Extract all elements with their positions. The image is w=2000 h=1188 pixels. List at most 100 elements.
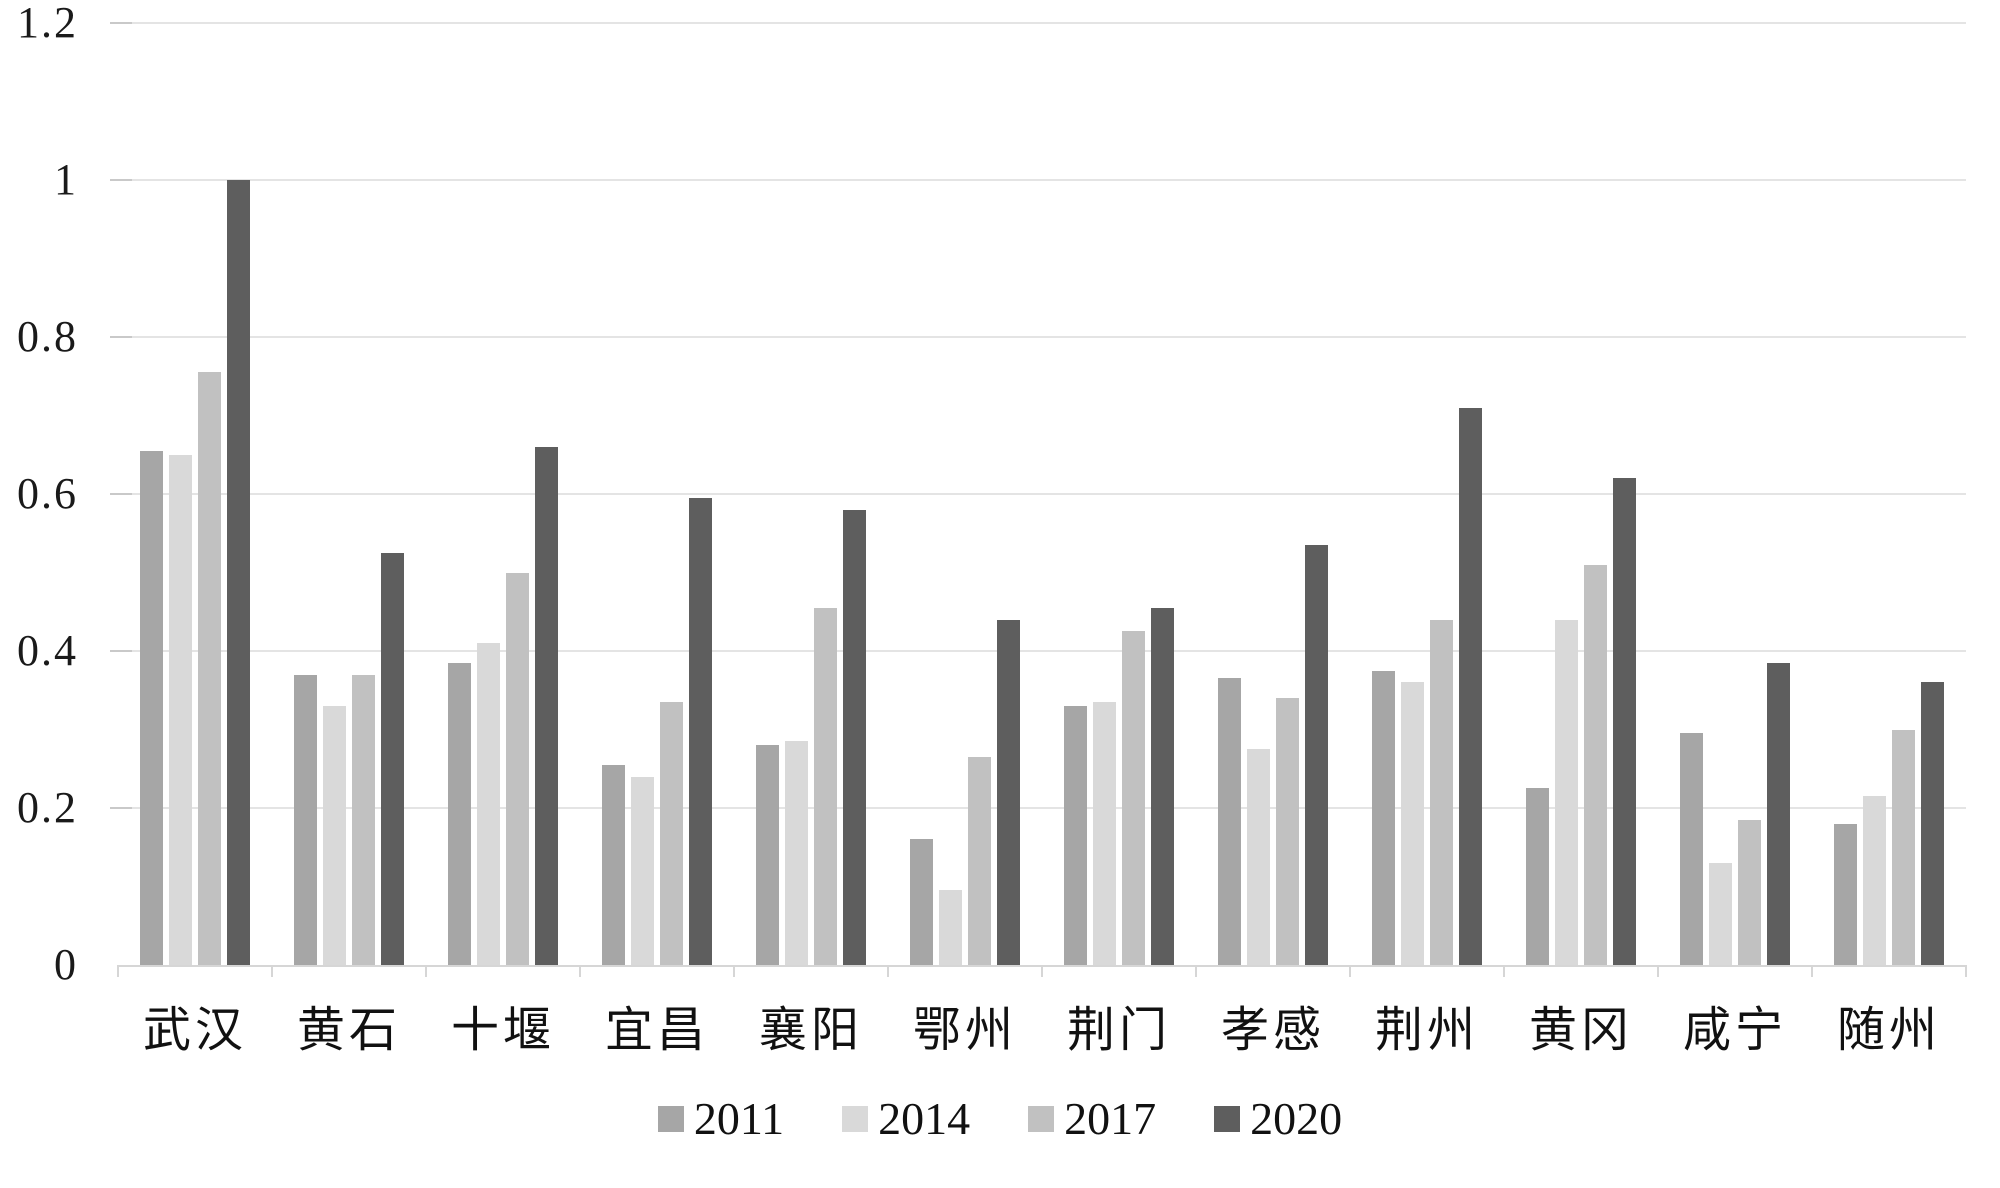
y-axis-tick-mark: [110, 493, 132, 495]
x-tick-label-咸宁: 咸宁: [1682, 1004, 1787, 1057]
legend-item-2020: 2020: [1214, 1096, 1342, 1142]
bar-孝感-2020: [1305, 545, 1328, 965]
x-tick-label-孝感: 孝感: [1220, 1004, 1325, 1057]
bar-黄石-2011: [294, 674, 317, 965]
bar-十堰-2014: [477, 643, 500, 965]
gridline: [110, 22, 1966, 24]
x-tick-label-黄石: 黄石: [296, 1004, 401, 1057]
bar-十堰-2020: [535, 446, 558, 965]
bar-随州-2014: [1863, 796, 1886, 965]
bar-十堰-2011: [448, 662, 471, 965]
x-axis-tick-mark: [424, 965, 427, 977]
y-axis-tick-mark: [110, 179, 132, 181]
bar-咸宁-2011: [1680, 733, 1703, 965]
y-axis-tick-mark: [110, 22, 132, 24]
plot-area: [110, 22, 1967, 977]
bar-武汉-2011: [140, 450, 163, 965]
legend-label: 2014: [878, 1093, 971, 1144]
legend-swatch-icon: [657, 1106, 684, 1132]
bar-黄石-2014: [323, 705, 346, 965]
x-tick-label-襄阳: 襄阳: [758, 1004, 863, 1057]
legend-item-2014: 2014: [842, 1096, 970, 1142]
x-axis-tick-mark: [1810, 965, 1813, 977]
x-axis-tick-mark: [1657, 965, 1659, 977]
bar-襄阳-2014: [785, 741, 808, 965]
bar-group-十堰: [426, 23, 580, 965]
y-axis-tick-mark: [110, 650, 132, 653]
bar-咸宁-2020: [1767, 662, 1790, 965]
y-tick-label: 0.2: [17, 783, 78, 833]
x-tick-label-武汉: 武汉: [142, 1004, 247, 1057]
y-axis-tick-mark: [110, 336, 132, 339]
x-axis-tick-mark: [579, 965, 581, 977]
bar-孝感-2011: [1218, 678, 1241, 965]
x-tick-label-随州: 随州: [1836, 1004, 1941, 1057]
bar-黄冈-2020: [1613, 478, 1636, 965]
bar-武汉-2014: [169, 454, 192, 965]
bar-咸宁-2017: [1738, 819, 1761, 965]
y-tick-label: 0.8: [17, 312, 78, 362]
bar-荆门-2014: [1093, 702, 1116, 965]
bar-襄阳-2017: [814, 607, 837, 965]
bar-宜昌-2017: [660, 702, 683, 965]
bar-鄂州-2014: [939, 890, 962, 965]
y-tick-label: 0: [54, 940, 78, 989]
x-axis-tick-mark: [117, 965, 119, 977]
bar-group-宜昌: [580, 23, 734, 965]
legend-item-2011: 2011: [657, 1096, 784, 1142]
legend-label: 2017: [1064, 1093, 1157, 1144]
y-axis-labels: 0 0.2 0.4 0.6 0.8 1 1.2: [0, 1, 118, 987]
x-axis-labels: 武汉 黄石 十堰 宜昌 襄阳 鄂州 荆门 孝感 荆州 黄冈 咸宁 随州: [118, 990, 1966, 1060]
gridline: [110, 179, 1966, 181]
bar-鄂州-2011: [910, 839, 933, 965]
legend: 2011 2014 2017 2020: [0, 1096, 2000, 1142]
bar-group-咸宁: [1658, 23, 1812, 965]
bar-黄冈-2017: [1584, 564, 1607, 965]
bar-孝感-2017: [1276, 698, 1299, 965]
bar-宜昌-2014: [631, 776, 654, 965]
bar-荆州-2020: [1459, 407, 1482, 965]
bar-group-黄石: [272, 23, 426, 965]
bar-group-黄冈: [1504, 23, 1658, 965]
y-tick-label: 1: [54, 155, 78, 204]
bar-武汉-2017: [198, 372, 221, 965]
gridline: [110, 807, 1966, 810]
bar-咸宁-2014: [1709, 862, 1732, 965]
bar-group-武汉: [118, 23, 272, 965]
bar-荆门-2017: [1122, 631, 1145, 965]
bar-十堰-2017: [506, 572, 529, 965]
x-tick-label-黄冈: 黄冈: [1528, 1004, 1633, 1057]
y-tick-label: 1.2: [17, 0, 78, 47]
legend-swatch-icon: [1028, 1106, 1055, 1132]
legend-swatch-icon: [1214, 1106, 1241, 1132]
bar-group-鄂州: [888, 23, 1042, 965]
y-tick-label: 0.4: [17, 626, 78, 676]
bar-孝感-2014: [1247, 749, 1270, 965]
y-tick-label: 0.6: [17, 469, 78, 518]
bar-group-荆州: [1350, 23, 1504, 965]
legend-label: 2020: [1250, 1093, 1343, 1144]
bar-随州-2020: [1921, 682, 1944, 965]
bar-襄阳-2020: [843, 509, 866, 965]
bar-宜昌-2011: [602, 764, 625, 965]
bar-group-随州: [1812, 23, 1966, 965]
x-axis-tick-mark: [1195, 965, 1197, 977]
bar-groups-layer: [118, 23, 1966, 965]
legend-item-2017: 2017: [1028, 1096, 1156, 1142]
bar-group-襄阳: [734, 23, 888, 965]
bar-鄂州-2020: [997, 619, 1020, 965]
bar-黄石-2017: [352, 674, 375, 965]
x-axis-tick-mark: [1503, 965, 1505, 977]
gridline: [110, 493, 1966, 495]
bar-黄冈-2014: [1555, 619, 1578, 965]
bar-group-荆门: [1042, 23, 1196, 965]
bar-荆门-2020: [1151, 607, 1174, 965]
bar-随州-2017: [1892, 729, 1915, 965]
bar-宜昌-2020: [689, 497, 712, 965]
x-axis-tick-mark: [732, 965, 735, 977]
y-axis-tick-mark: [110, 807, 132, 810]
bar-荆门-2011: [1064, 705, 1087, 965]
gridline: [110, 336, 1966, 339]
bar-group-孝感: [1196, 23, 1350, 965]
